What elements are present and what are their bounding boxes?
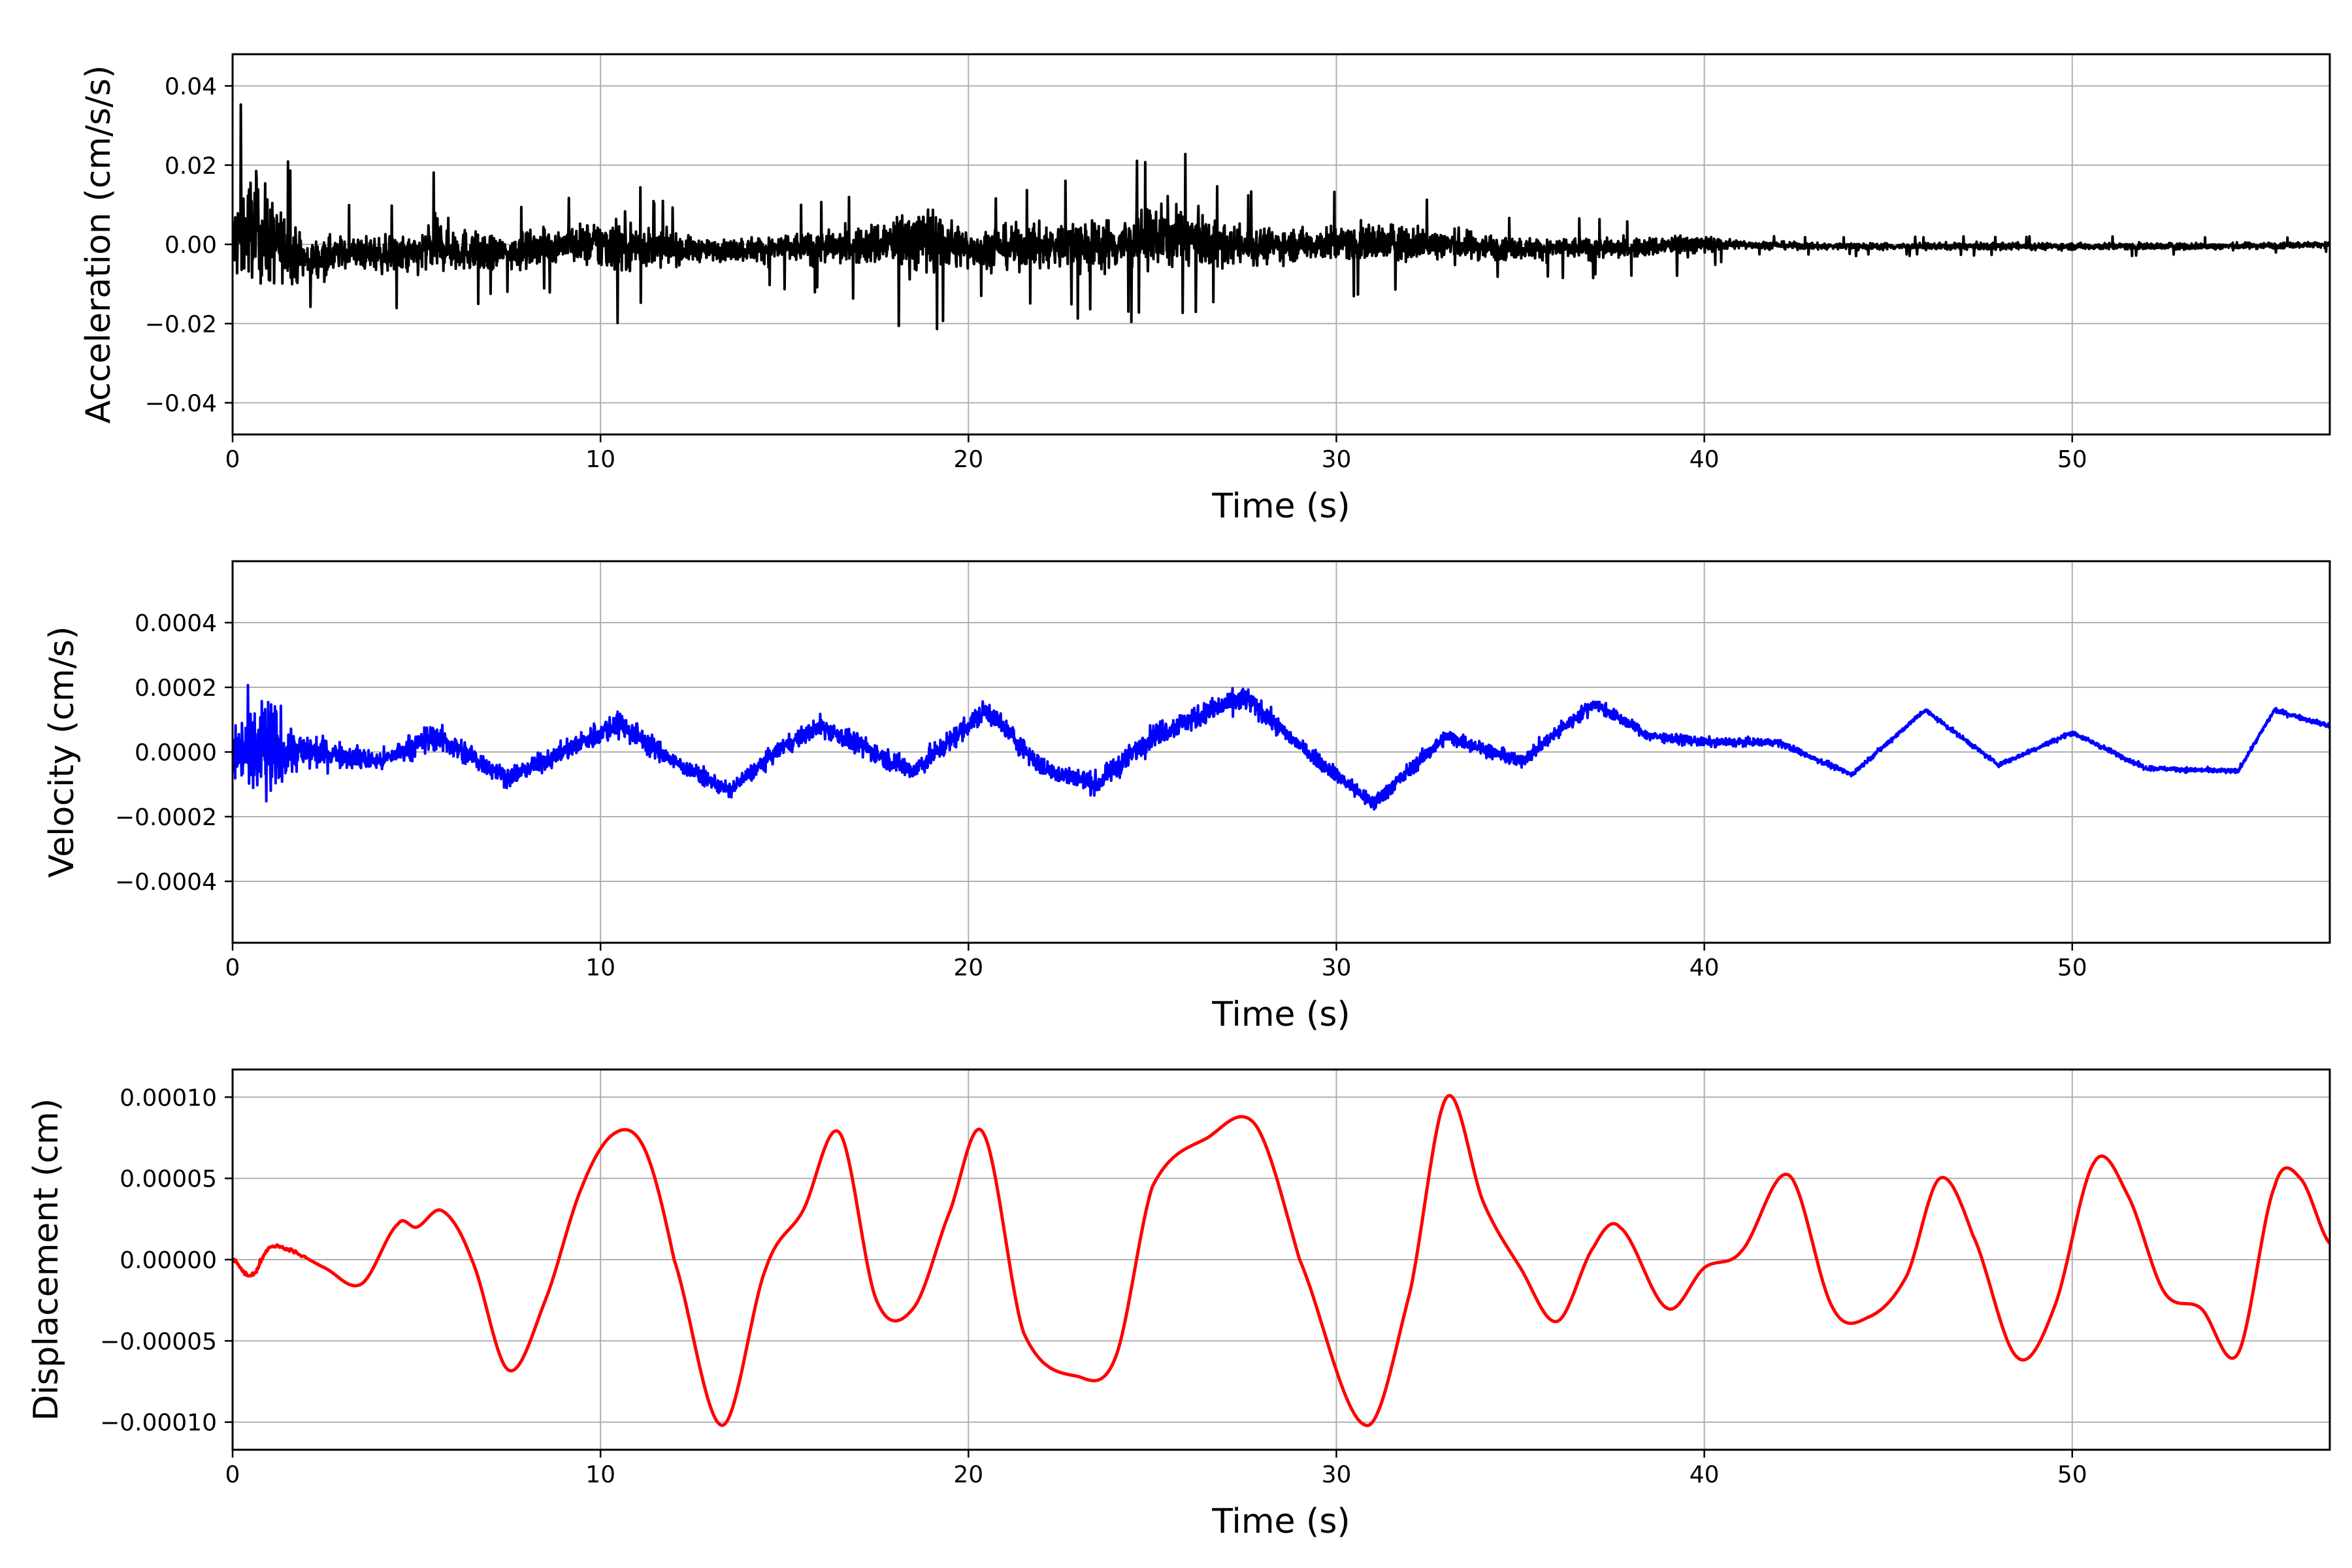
y-tick-label: −0.04	[145, 391, 217, 417]
x-tick-label: 0	[225, 955, 240, 981]
x-tick-label: 0	[225, 446, 240, 473]
x-tick-label: 30	[1322, 955, 1352, 981]
y-tick-label: 0.0000	[135, 740, 217, 766]
panel-3: 0 10 20 30 40 50 −0.00010 −0.00005 0.00000 0.0000…	[27, 1068, 2331, 1541]
panel-2: 0 10 20 30 40 50 −0.0004 −0.0002 0.0000 0.0002 0.0…	[42, 560, 2331, 1034]
x-tick-label: 10	[585, 955, 615, 981]
series-line	[233, 103, 2330, 331]
x-tick-label: 30	[1322, 446, 1352, 473]
y-tick-label: 0.0004	[135, 610, 217, 637]
y-tick-label: 0.0002	[135, 675, 217, 702]
y-tick-label: −0.02	[145, 311, 217, 338]
panel-1: 0 10 20 30 40 50 −0.04 −0.02 0.00 0.02 0.04 Time (s…	[79, 53, 2331, 526]
y-axis-label: Displacement (cm)	[27, 1098, 66, 1421]
series-line	[233, 1094, 2330, 1428]
y-axis-label: Acceleration (cm/s/s)	[79, 65, 118, 424]
x-tick-label: 20	[953, 446, 983, 473]
y-tick-label: 0.04	[165, 74, 217, 101]
x-tick-label: 20	[953, 1462, 983, 1488]
y-axis-label: Velocity (cm/s)	[42, 627, 82, 878]
x-tick-label: 50	[2057, 446, 2087, 473]
y-tick-label: −0.0004	[115, 869, 217, 896]
x-tick-label: 0	[225, 1462, 240, 1488]
x-tick-label: 20	[953, 955, 983, 981]
y-tick-label: −0.00010	[100, 1410, 217, 1437]
y-tick-label: 0.00010	[120, 1085, 217, 1111]
x-axis-label: Time (s)	[1211, 995, 1350, 1034]
y-tick-label: 0.02	[165, 153, 217, 180]
x-axis-label: Time (s)	[1211, 487, 1350, 526]
y-tick-label: 0.00005	[120, 1166, 217, 1193]
series-line	[233, 683, 2330, 811]
x-tick-label: 10	[585, 1462, 615, 1488]
x-axis-label: Time (s)	[1211, 1502, 1350, 1541]
x-tick-label: 40	[1690, 1462, 1720, 1488]
y-tick-label: −0.0002	[115, 804, 217, 831]
y-tick-label: 0.00	[165, 232, 217, 259]
y-tick-label: −0.00005	[100, 1328, 217, 1355]
x-tick-label: 30	[1322, 1462, 1352, 1488]
x-tick-label: 50	[2057, 955, 2087, 981]
x-tick-label: 10	[585, 446, 615, 473]
x-tick-label: 40	[1690, 955, 1720, 981]
x-tick-label: 50	[2057, 1462, 2087, 1488]
y-tick-label: 0.00000	[120, 1247, 217, 1274]
x-tick-label: 40	[1690, 446, 1720, 473]
